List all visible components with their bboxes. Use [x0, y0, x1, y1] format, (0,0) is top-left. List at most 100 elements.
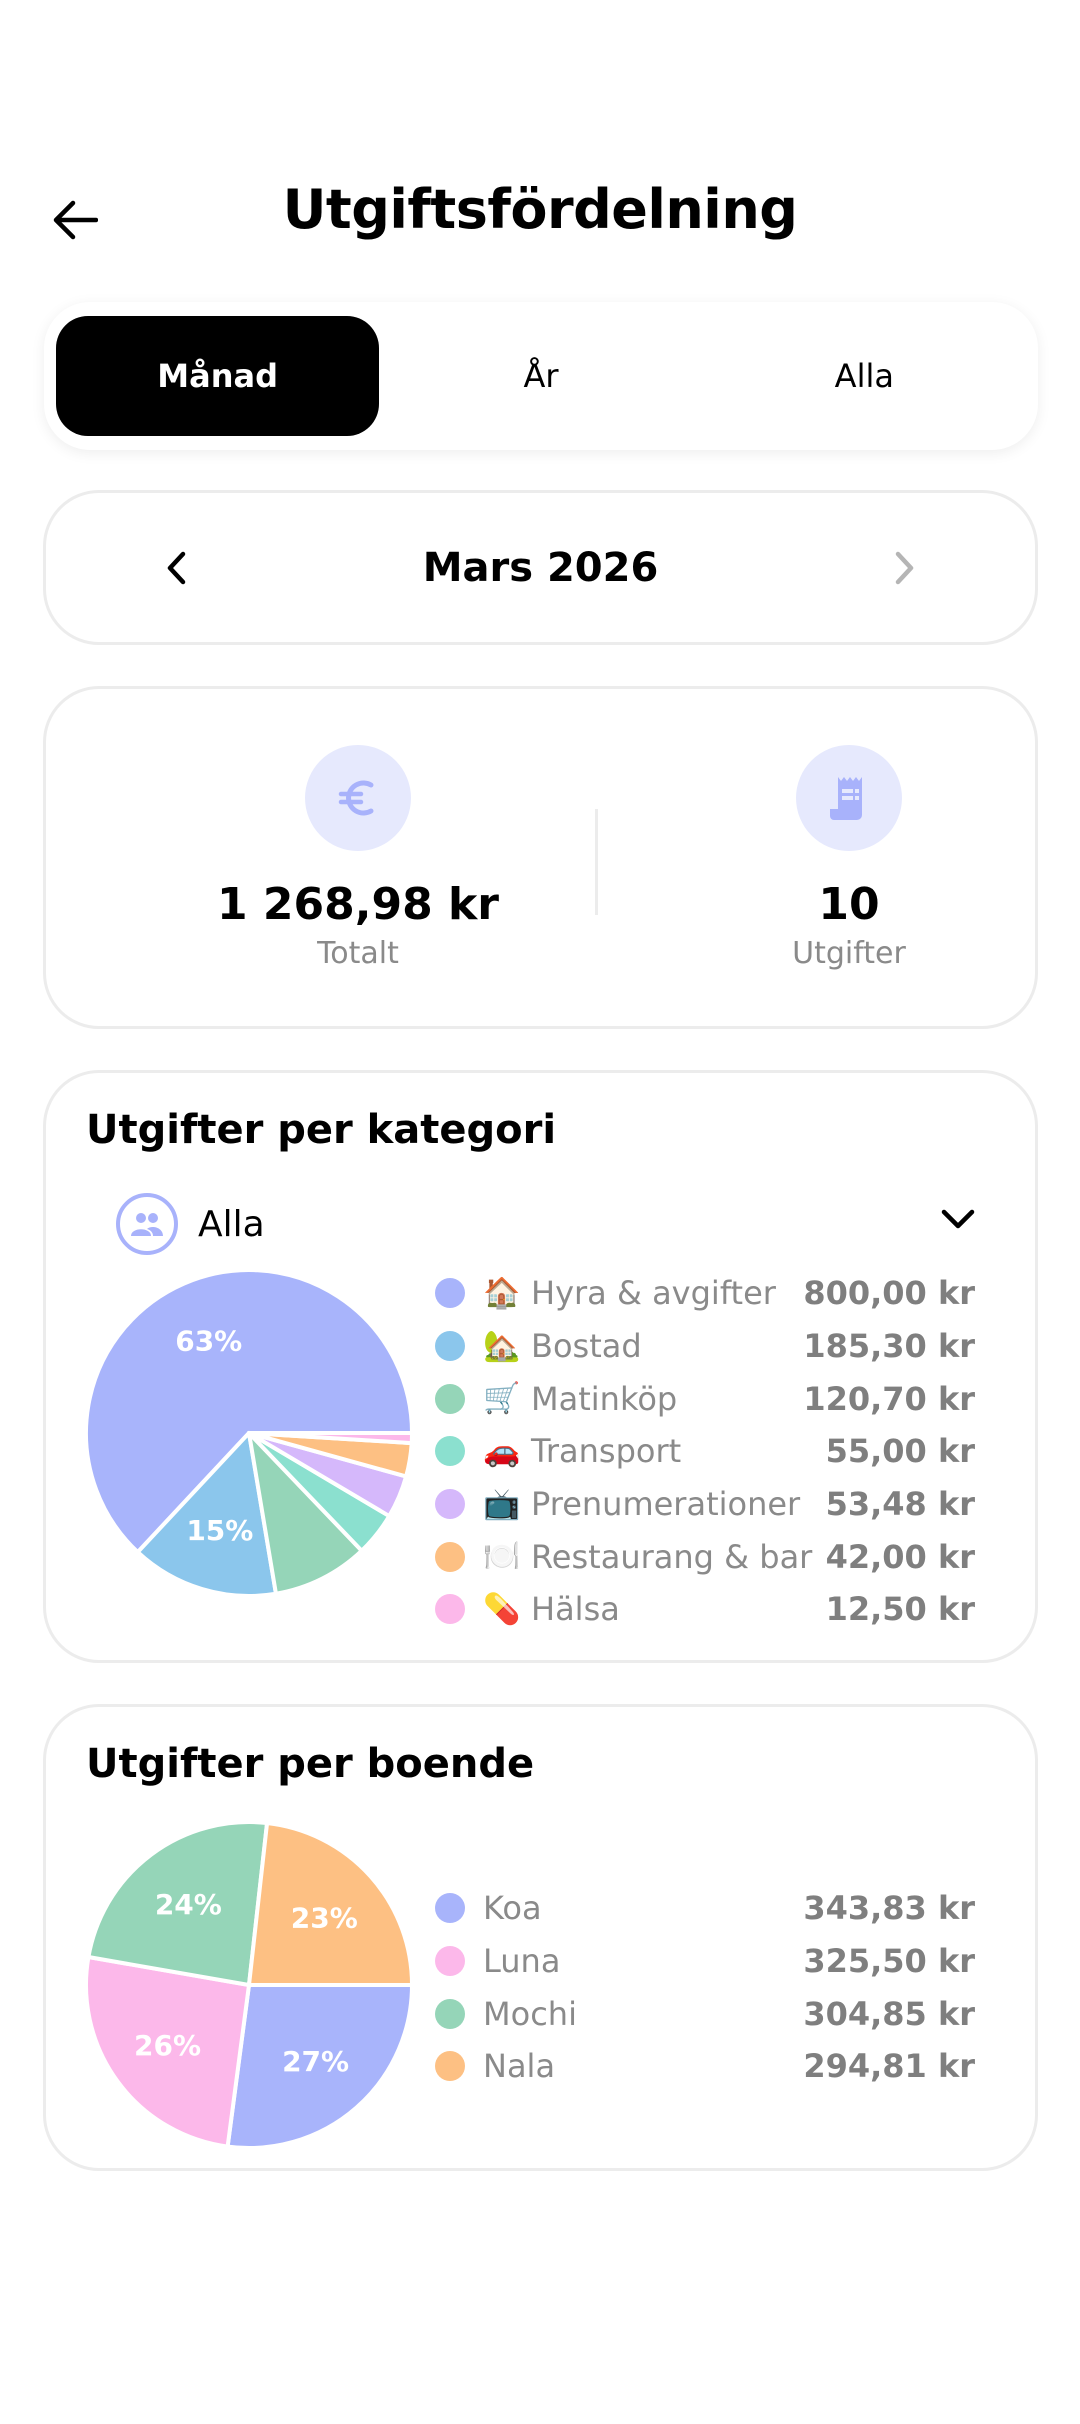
- category-name: Hälsa: [531, 1590, 620, 1629]
- chevron-down-icon: [941, 1209, 975, 1229]
- resident-amount: 325,50 kr: [803, 1942, 975, 1981]
- resident-filter-dropdown[interactable]: Alla: [116, 1189, 996, 1259]
- total-stat: 1 268,98 kr Totalt: [208, 745, 508, 971]
- resident-amount: 343,83 kr: [803, 1889, 975, 1928]
- category-amount: 55,00 kr: [825, 1432, 975, 1471]
- count-label: Utgifter: [792, 936, 906, 971]
- count-value: 10: [818, 879, 880, 930]
- resident-name: Koa: [483, 1889, 542, 1928]
- legend-item[interactable]: Mochi 304,85 kr: [435, 1987, 975, 2040]
- people-icon: [116, 1193, 178, 1255]
- legend-item[interactable]: 🏠 Hyra & avgifter 800,00 kr: [435, 1267, 975, 1320]
- resident-name: Luna: [483, 1942, 561, 1981]
- filter-label: Alla: [198, 1203, 265, 1245]
- legend-item[interactable]: Nala 294,81 kr: [435, 2040, 975, 2093]
- color-dot: [435, 1594, 465, 1625]
- total-label: Totalt: [317, 936, 399, 971]
- color-dot: [435, 1893, 465, 1924]
- previous-month-button[interactable]: [156, 538, 196, 598]
- legend-item[interactable]: 🏡 Bostad 185,30 kr: [435, 1320, 975, 1373]
- category-amount: 42,00 kr: [825, 1537, 975, 1576]
- pie-slice[interactable]: [247, 1431, 364, 1596]
- category-amount: 800,00 kr: [803, 1274, 975, 1313]
- legend-item[interactable]: Koa 343,83 kr: [435, 1882, 975, 1935]
- month-label: Mars 2026: [422, 544, 659, 591]
- back-button[interactable]: [40, 190, 110, 250]
- color-dot: [435, 1383, 465, 1414]
- resident-pie-chart: 27% 26% 24% 23%: [84, 1820, 414, 2150]
- pie-slice[interactable]: [225, 1983, 414, 2150]
- total-value: 1 268,98 kr: [216, 879, 499, 930]
- slice-percent-label: 15%: [186, 1514, 253, 1547]
- resident-card-title: Utgifter per boende: [86, 1741, 535, 1787]
- category-name: Hyra & avgifter: [531, 1274, 776, 1313]
- month-navigator: Mars 2026: [43, 490, 1038, 645]
- chevron-left-icon: [167, 551, 186, 584]
- category-name: Restaurang & bar: [531, 1537, 813, 1576]
- page-title: Utgiftsfördelning: [282, 178, 798, 241]
- euro-icon: [305, 745, 411, 851]
- legend-item[interactable]: 📺 Prenumerationer 53,48 kr: [435, 1478, 975, 1531]
- color-dot: [435, 1331, 465, 1362]
- resident-amount: 294,81 kr: [803, 2047, 975, 2086]
- pie-slice[interactable]: [247, 1431, 414, 1446]
- category-amount: 12,50 kr: [825, 1590, 975, 1629]
- category-emoji-icon: 🏠: [483, 1275, 521, 1311]
- pie-slice[interactable]: [247, 1821, 414, 1987]
- pie-slice[interactable]: [86, 1820, 270, 1987]
- resident-legend: Koa 343,83 kr Luna 325,50 kr Mochi 304,85 k…: [435, 1882, 975, 2093]
- receipt-icon: [796, 745, 902, 851]
- legend-item[interactable]: 🚗 Transport 55,00 kr: [435, 1425, 975, 1478]
- color-dot: [435, 1541, 465, 1572]
- color-dot: [435, 1278, 465, 1309]
- category-name: Prenumerationer: [531, 1485, 801, 1524]
- legend-item[interactable]: 💊 Hälsa 12,50 kr: [435, 1583, 975, 1636]
- color-dot: [435, 1946, 465, 1977]
- category-name: Matinköp: [531, 1379, 678, 1418]
- legend-item[interactable]: 🍽️ Restaurang & bar 42,00 kr: [435, 1530, 975, 1583]
- category-emoji-icon: 🛒: [483, 1381, 521, 1417]
- slice-percent-label: 23%: [291, 1902, 358, 1935]
- category-pie-chart: 63% 15%: [84, 1268, 414, 1598]
- category-emoji-icon: 🏡: [483, 1328, 521, 1364]
- next-month-button[interactable]: [885, 538, 925, 598]
- category-breakdown-card: Utgifter per kategori Alla 63% 15% 🏠 Hyra …: [43, 1070, 1038, 1663]
- color-dot: [435, 1489, 465, 1520]
- category-emoji-icon: 📺: [483, 1486, 521, 1522]
- app-header: Utgiftsfördelning: [0, 170, 1080, 270]
- tab-month[interactable]: Månad: [56, 316, 380, 436]
- period-segmented-control: Månad År Alla: [44, 302, 1038, 450]
- legend-item[interactable]: Luna 325,50 kr: [435, 1935, 975, 1988]
- resident-breakdown-card: Utgifter per boende 27% 26% 24% 23% Koa 343,…: [43, 1704, 1038, 2171]
- category-amount: 120,70 kr: [803, 1379, 975, 1418]
- stat-divider: [595, 809, 598, 915]
- pie-slice[interactable]: [84, 1955, 251, 2149]
- resident-name: Mochi: [483, 1994, 577, 2033]
- chevron-right-icon: [895, 551, 914, 584]
- category-name: Bostad: [531, 1327, 642, 1366]
- color-dot: [435, 2051, 465, 2082]
- pie-slice[interactable]: [135, 1431, 278, 1598]
- summary-card: 1 268,98 kr Totalt 10 Utgifter: [43, 686, 1038, 1029]
- category-amount: 53,48 kr: [825, 1485, 975, 1524]
- pie-slice[interactable]: [84, 1268, 414, 1555]
- arrow-left-icon: [53, 200, 98, 240]
- category-card-title: Utgifter per kategori: [86, 1107, 557, 1153]
- slice-percent-label: 27%: [282, 2045, 349, 2078]
- legend-item[interactable]: 🛒 Matinköp 120,70 kr: [435, 1372, 975, 1425]
- tab-year[interactable]: År: [523, 357, 559, 395]
- slice-percent-label: 63%: [175, 1324, 242, 1357]
- resident-amount: 304,85 kr: [803, 1994, 975, 2033]
- color-dot: [435, 1998, 465, 2029]
- category-emoji-icon: 💊: [483, 1591, 521, 1627]
- slice-percent-label: 24%: [155, 1888, 222, 1921]
- slice-percent-label: 26%: [134, 2029, 201, 2062]
- category-amount: 185,30 kr: [803, 1327, 975, 1366]
- category-name: Transport: [531, 1432, 682, 1471]
- category-legend: 🏠 Hyra & avgifter 800,00 kr 🏡 Bostad 185,30 …: [435, 1267, 975, 1636]
- tab-all[interactable]: Alla: [834, 357, 894, 395]
- count-stat: 10 Utgifter: [699, 745, 999, 971]
- color-dot: [435, 1436, 465, 1467]
- category-emoji-icon: 🚗: [483, 1433, 521, 1469]
- resident-name: Nala: [483, 2047, 556, 2086]
